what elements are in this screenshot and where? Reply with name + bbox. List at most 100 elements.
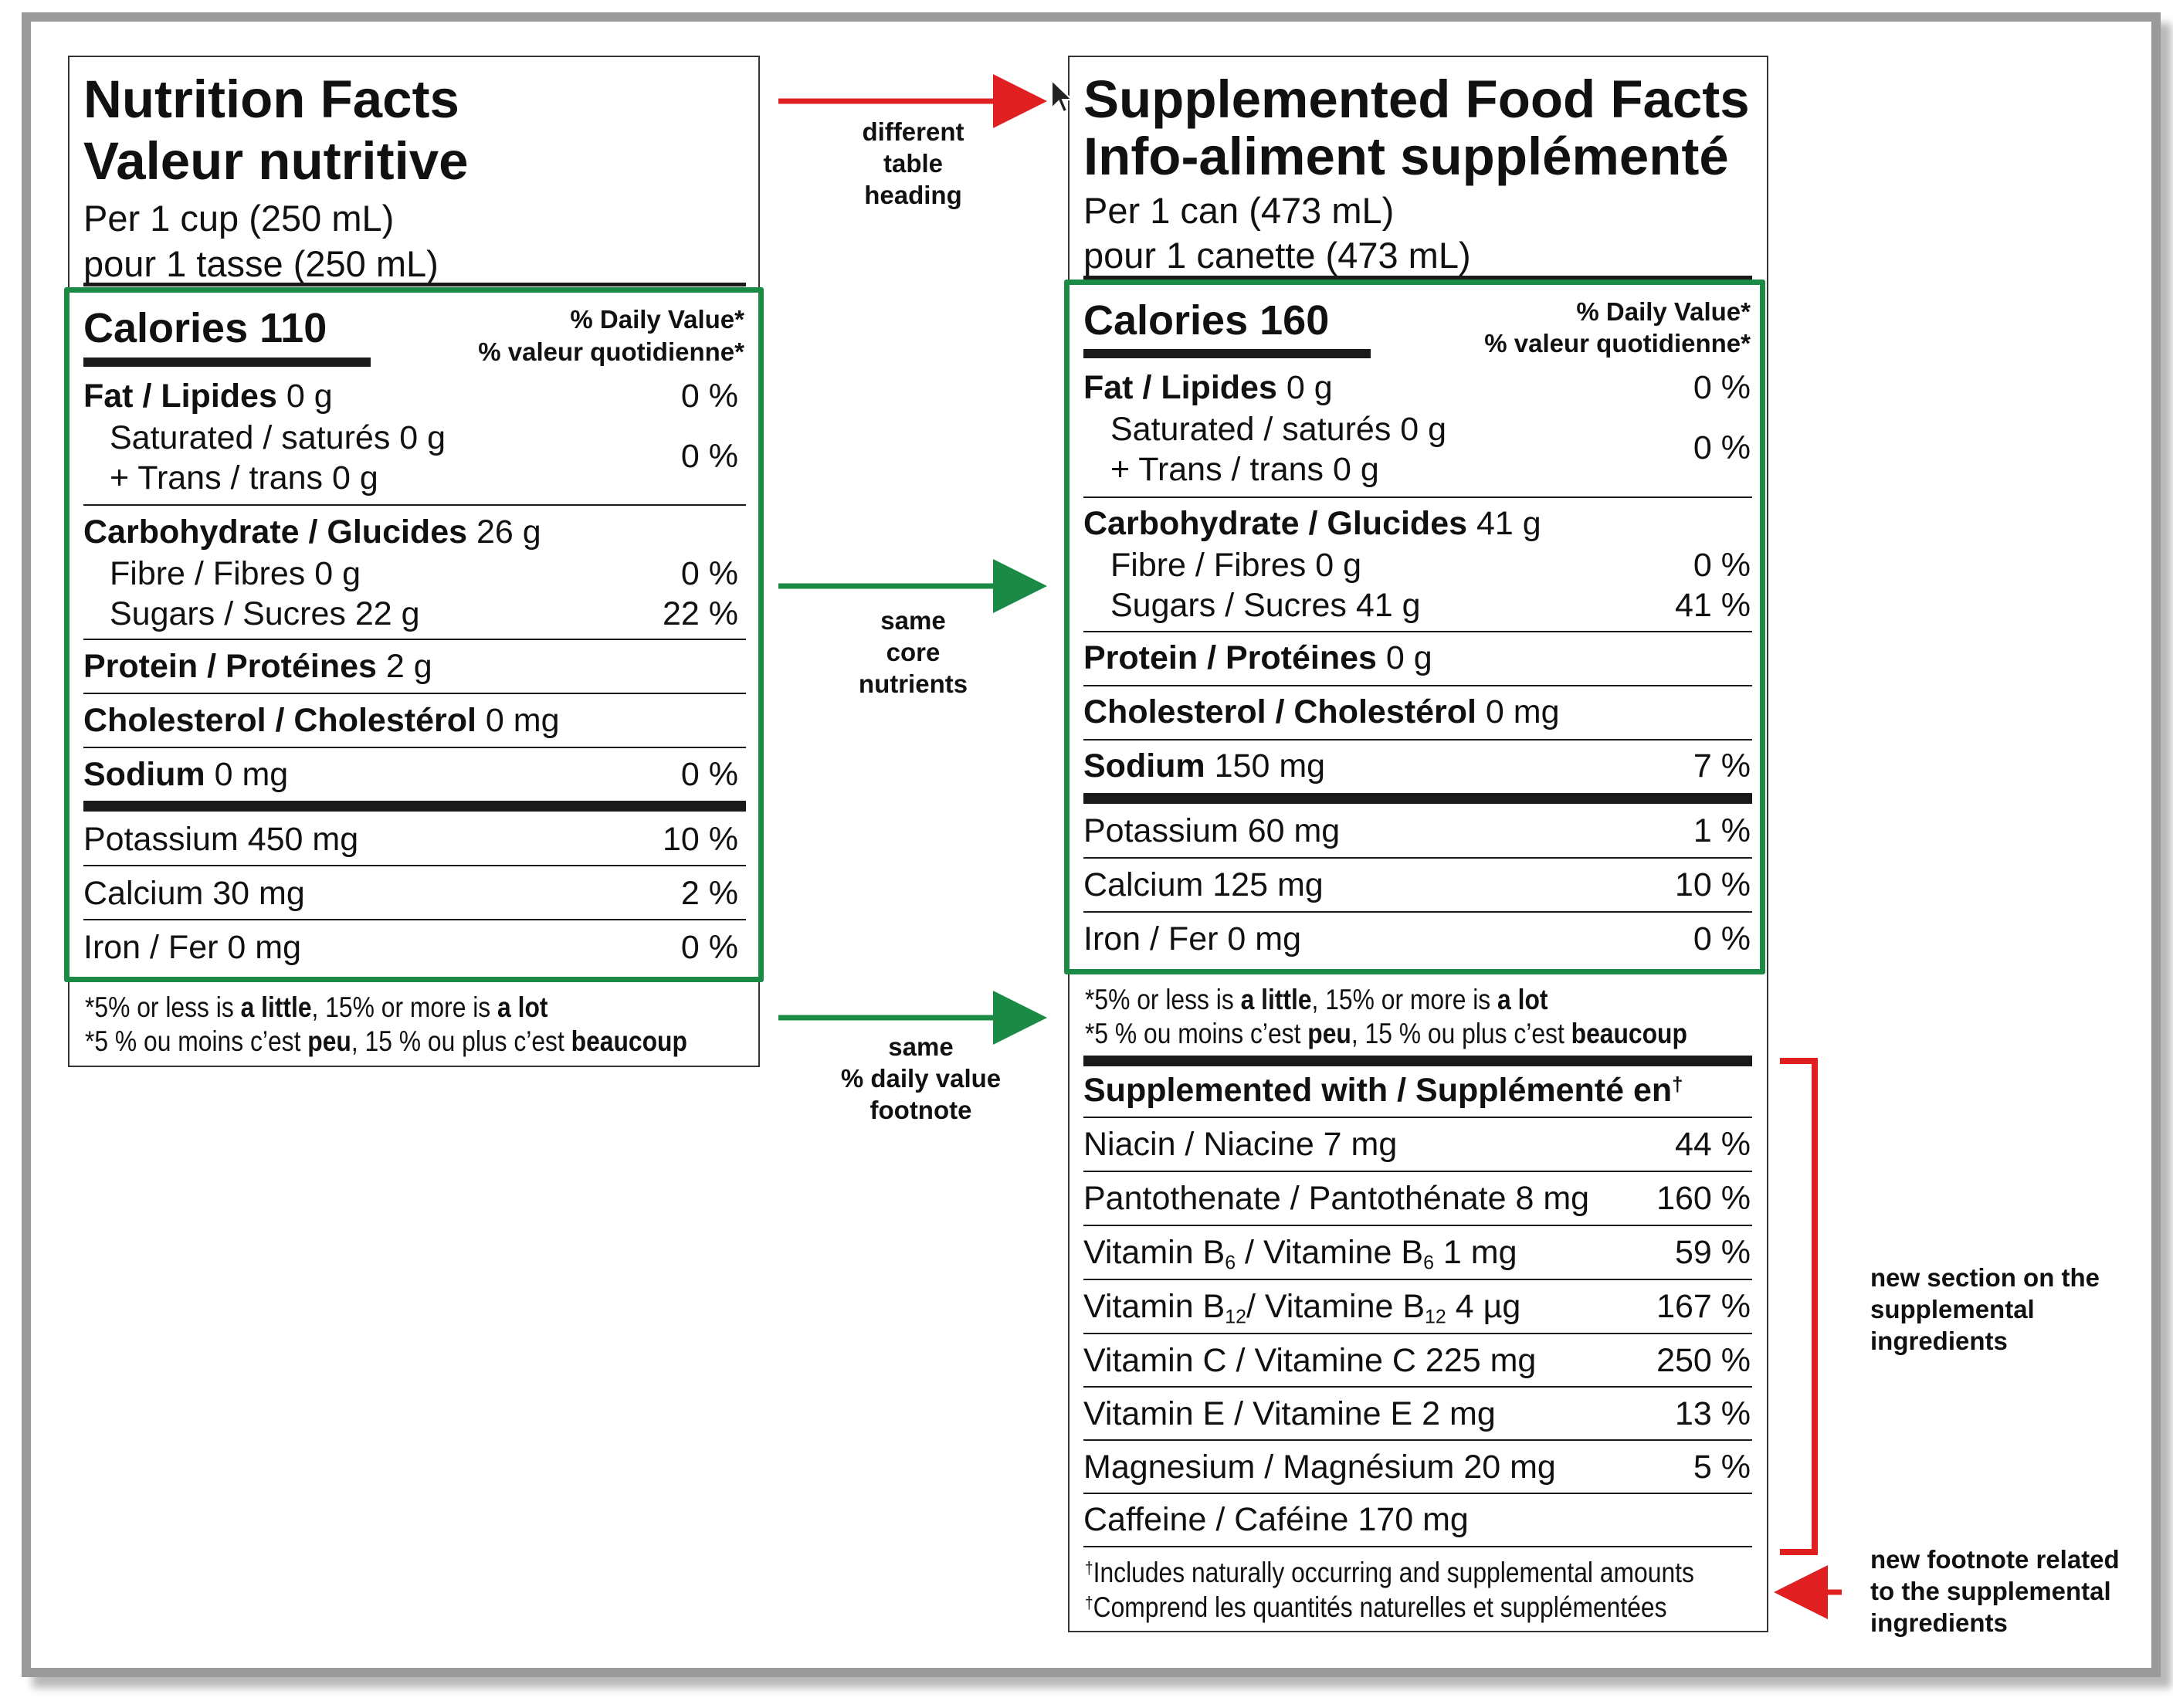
right-serving-rule	[1083, 276, 1752, 280]
right-rule-5	[1083, 857, 1752, 859]
right-iron-pct: 0 %	[1693, 920, 1751, 957]
right-supplemented-heading: Supplemented with / Supplémenté en†	[1083, 1072, 1683, 1109]
right-supp-rule-4	[1083, 1279, 1752, 1280]
right-vitamin-c-row: Vitamin C / Vitamine C 225 mg	[1083, 1342, 1537, 1379]
right-niacin-row: Niacin / Niacine 7 mg	[1083, 1126, 1398, 1163]
right-vitamin-e-pct: 13 %	[1674, 1395, 1751, 1432]
right-fibre-row: Fibre / Fibres 0 g	[1110, 547, 1361, 584]
dv-footnote-note: same% daily value footnote	[840, 1032, 1002, 1124]
left-fat-row: Fat / Lipides 0 g	[83, 378, 333, 415]
right-supp-rule-5	[1083, 1333, 1752, 1334]
right-vitamin-c-pct: 250 %	[1656, 1342, 1751, 1379]
left-calcium-pct: 2 %	[680, 875, 738, 912]
right-sodium-row: Sodium 150 mg	[1083, 747, 1326, 785]
right-fibre-pct: 0 %	[1693, 547, 1751, 584]
left-rule-1	[83, 504, 746, 506]
right-magnesium-row: Magnesium / Magnésium 20 mg	[1083, 1449, 1556, 1486]
left-protein-row: Protein / Protéines 2 g	[83, 648, 432, 685]
left-title-en: Nutrition Facts	[83, 69, 459, 129]
left-sat-trans-pct: 0 %	[680, 438, 738, 475]
right-supplement-thick-rule	[1083, 1056, 1752, 1066]
supplement-footnote-note: new footnote related to the supplemental i…	[1870, 1545, 2120, 1637]
right-supp-rule-8	[1083, 1493, 1752, 1494]
left-sodium-row: Sodium 0 mg	[83, 756, 289, 793]
right-sat-trans-pct: 0 %	[1693, 429, 1751, 466]
right-iron-row: Iron / Fer 0 mg	[1083, 920, 1301, 957]
left-serving-rule	[83, 283, 746, 286]
left-rule-4	[83, 747, 746, 748]
left-fibre-pct: 0 %	[680, 555, 738, 592]
left-iron-row: Iron / Fer 0 mg	[83, 929, 301, 966]
left-trans-row: + Trans / trans 0 g	[110, 459, 378, 496]
left-footnote-fr: *5 % ou moins c’est peu, 15 % ou plus c’…	[85, 1025, 687, 1057]
right-serving-en: Per 1 can (473 mL)	[1083, 190, 1395, 231]
right-calcium-pct: 10 %	[1674, 866, 1751, 903]
left-calcium-row: Calcium 30 mg	[83, 875, 305, 912]
left-fibre-row: Fibre / Fibres 0 g	[110, 555, 361, 592]
right-dv-en: % Daily Value*	[1576, 297, 1751, 326]
right-calcium-row: Calcium 125 mg	[1083, 866, 1324, 903]
right-supp-rule-2	[1083, 1171, 1752, 1172]
left-rule-2	[83, 639, 746, 640]
right-core-nutrients-highlight	[1064, 280, 1765, 974]
right-trans-row: + Trans / trans 0 g	[1110, 451, 1379, 488]
right-rule-6	[1083, 911, 1752, 913]
right-supp-rule-9	[1083, 1546, 1752, 1547]
right-vitamin-b12-pct: 167 %	[1656, 1288, 1751, 1325]
left-rule-5	[83, 865, 746, 866]
left-rule-3	[83, 693, 746, 694]
left-sugars-pct: 22 %	[662, 595, 738, 632]
right-fat-row: Fat / Lipides 0 g	[1083, 369, 1333, 406]
right-pantothenate-pct: 160 %	[1656, 1180, 1751, 1217]
right-cholesterol-row: Cholesterol / Cholestérol 0 mg	[1083, 693, 1560, 730]
right-footnote-fr: *5 % ou moins c’est peu, 15 % ou plus c’…	[1085, 1018, 1687, 1049]
right-dagger-footnote-fr: †Comprend les quantités naturelles et su…	[1085, 1591, 1667, 1623]
left-sugars-row: Sugars / Sucres 22 g	[110, 595, 420, 632]
right-supp-rule-7	[1083, 1439, 1752, 1441]
right-saturated-row: Saturated / saturés 0 g	[1110, 411, 1447, 448]
right-vitamin-b6-pct: 59 %	[1674, 1234, 1751, 1271]
right-vitamin-b6-row: Vitamin B6 / Vitamine B6 1 mg	[1083, 1234, 1517, 1274]
right-supp-rule-3	[1083, 1225, 1752, 1226]
right-footnote-en: *5% or less is a little, 15% or more is …	[1085, 984, 1548, 1015]
right-sugars-row: Sugars / Sucres 41 g	[1110, 587, 1421, 624]
left-fat-pct: 0 %	[680, 378, 738, 415]
right-supp-rule-6	[1083, 1386, 1752, 1388]
left-dv-fr: % valeur quotidienne*	[478, 337, 744, 366]
supplemented-food-facts-table	[1068, 56, 1768, 1632]
right-serving-fr: pour 1 canette (473 mL)	[1083, 235, 1471, 276]
right-dagger-footnote-en: †Includes naturally occurring and supple…	[1085, 1557, 1694, 1588]
left-dv-en: % Daily Value*	[570, 305, 744, 334]
left-core-nutrients-highlight	[64, 287, 764, 982]
right-rule-4	[1083, 739, 1752, 740]
left-rule-6	[83, 919, 746, 920]
left-calories: Calories 110	[83, 305, 327, 351]
right-thick-rule	[1083, 793, 1752, 804]
right-title-fr: Info-aliment supplémenté	[1083, 127, 1729, 186]
right-carb-row: Carbohydrate / Glucides 41 g	[1083, 505, 1541, 542]
left-iron-pct: 0 %	[680, 929, 738, 966]
left-potassium-row: Potassium 450 mg	[83, 821, 359, 858]
left-serving-fr: pour 1 tasse (250 mL)	[83, 243, 439, 284]
right-pantothenate-row: Pantothenate / Pantothénate 8 mg	[1083, 1180, 1590, 1217]
left-footnote-en: *5% or less is a little, 15% or more is …	[85, 991, 548, 1023]
right-caffeine-row: Caffeine / Caféine 170 mg	[1083, 1501, 1469, 1538]
right-rule-1	[1083, 496, 1752, 498]
right-rule-3	[1083, 685, 1752, 686]
core-nutrients-note: same core nutrients	[858, 606, 968, 698]
right-calories-rule	[1083, 349, 1371, 358]
right-calories: Calories 160	[1083, 297, 1330, 344]
right-potassium-pct: 1 %	[1693, 812, 1751, 849]
right-niacin-pct: 44 %	[1674, 1126, 1751, 1163]
supplement-section-note: new section on the supplemental ingredient…	[1870, 1263, 2100, 1355]
left-thick-rule	[83, 801, 746, 812]
right-fat-pct: 0 %	[1693, 369, 1751, 406]
right-vitamin-e-row: Vitamin E / Vitamine E 2 mg	[1083, 1395, 1496, 1432]
right-sodium-pct: 7 %	[1693, 747, 1751, 785]
left-saturated-row: Saturated / saturés 0 g	[110, 419, 446, 456]
right-vitamin-b12-row: Vitamin B12/ Vitamine B12 4 µg	[1083, 1288, 1521, 1328]
left-title-fr: Valeur nutritive	[83, 131, 469, 191]
left-potassium-pct: 10 %	[662, 821, 738, 858]
right-protein-row: Protein / Protéines 0 g	[1083, 639, 1432, 676]
right-supp-rule-1	[1083, 1117, 1752, 1118]
